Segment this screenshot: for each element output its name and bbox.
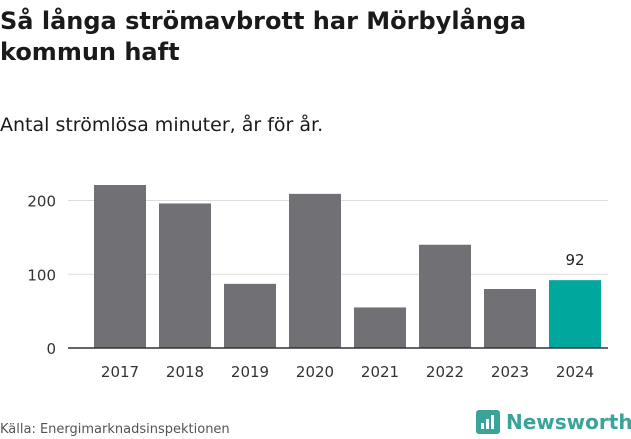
x-tick-label: 2022 (426, 363, 464, 381)
bar-2021 (354, 307, 406, 348)
newsworthy-logo: Newsworthy (476, 410, 631, 434)
x-tick-label: 2018 (166, 363, 204, 381)
y-tick-label: 100 (27, 266, 56, 284)
bar-2019 (224, 283, 276, 348)
chart-subtitle: Antal strömlösa minuter, år för år. (0, 114, 324, 136)
bar-2018 (159, 203, 211, 348)
newsworthy-logo-icon (476, 410, 500, 434)
x-tick-label: 2024 (556, 363, 594, 381)
bar-chart: 0 100 200 2017 2018 2019 2020 2021 2022 2023 2024 9… (27, 185, 608, 381)
bar-2022 (419, 244, 471, 348)
y-tick-label: 200 (27, 193, 56, 211)
data-label: 92 (565, 251, 584, 269)
bar-2023 (484, 289, 536, 348)
x-tick-label: 2021 (361, 363, 399, 381)
bar-2020 (289, 193, 341, 348)
bar-2024 (549, 280, 601, 348)
x-tick-label: 2019 (231, 363, 269, 381)
source-note: Källa: Energimarknadsinspektionen (0, 422, 230, 437)
bar-2017 (94, 185, 146, 348)
x-tick-label: 2023 (491, 363, 529, 381)
chart-title: Så långa strömavbrott har Mörbylånga kom… (0, 7, 527, 66)
y-tick-label: 0 (46, 340, 56, 358)
x-tick-label: 2017 (101, 363, 139, 381)
x-tick-label: 2020 (296, 363, 334, 381)
newsworthy-logo-text: Newsworthy (506, 410, 631, 434)
